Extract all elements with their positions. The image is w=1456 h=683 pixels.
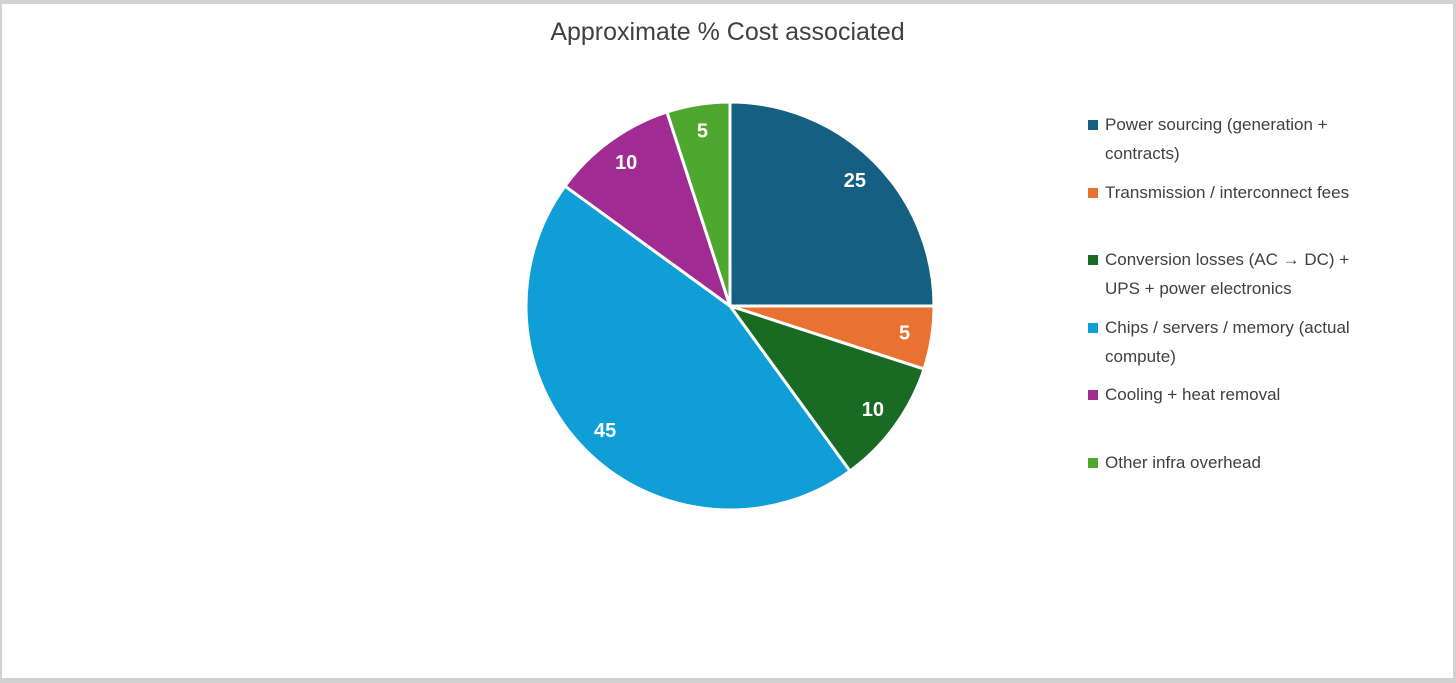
pie-data-label: 45 [594,420,616,442]
legend-swatch-icon [1088,187,1098,198]
legend-swatch-icon [1088,457,1098,468]
legend-label: Chips / servers / memory (actual compute… [1105,317,1350,366]
legend-item: Cooling + heat removal [1088,380,1410,448]
legend-item: Chips / servers / memory (actual compute… [1088,313,1410,381]
pie-data-label: 10 [862,399,884,421]
pie-data-label: 10 [615,152,637,174]
pie-data-label: 5 [899,323,910,345]
legend-item: Conversion losses (AC → DC) + UPS + powe… [1088,245,1410,313]
legend-swatch-icon [1088,255,1098,266]
pie-slice [563,110,732,308]
pie-slice [524,184,852,512]
legend-item: Transmission / interconnect fees [1088,178,1410,246]
legend-item: Power sourcing (generation + contracts) [1088,110,1410,178]
legend-label: Conversion losses (AC → DC) + UPS + powe… [1105,250,1350,299]
pie-chart: 25 5 10 45 10 5 [524,100,936,512]
chart-title: Approximate % Cost associated [550,18,905,46]
legend-label: Cooling + heat removal [1105,385,1281,405]
legend-item: Other infra overhead [1088,448,1410,516]
pie-data-label: 5 [697,121,708,143]
legend-label: Power sourcing (generation + contracts) [1105,115,1328,163]
legend-label: Transmission / interconnect fees [1105,182,1350,202]
chart-legend: Power sourcing (generation + contracts) T… [1088,110,1410,516]
legend-label: Other infra overhead [1105,452,1261,472]
legend-swatch-icon [1088,322,1098,333]
pie-data-label: 25 [844,170,866,192]
pie-slice [665,100,732,308]
pie-slice [728,100,936,308]
legend-swatch-icon [1088,390,1098,401]
pie-slice [728,304,926,473]
legend-swatch-icon [1088,120,1098,130]
